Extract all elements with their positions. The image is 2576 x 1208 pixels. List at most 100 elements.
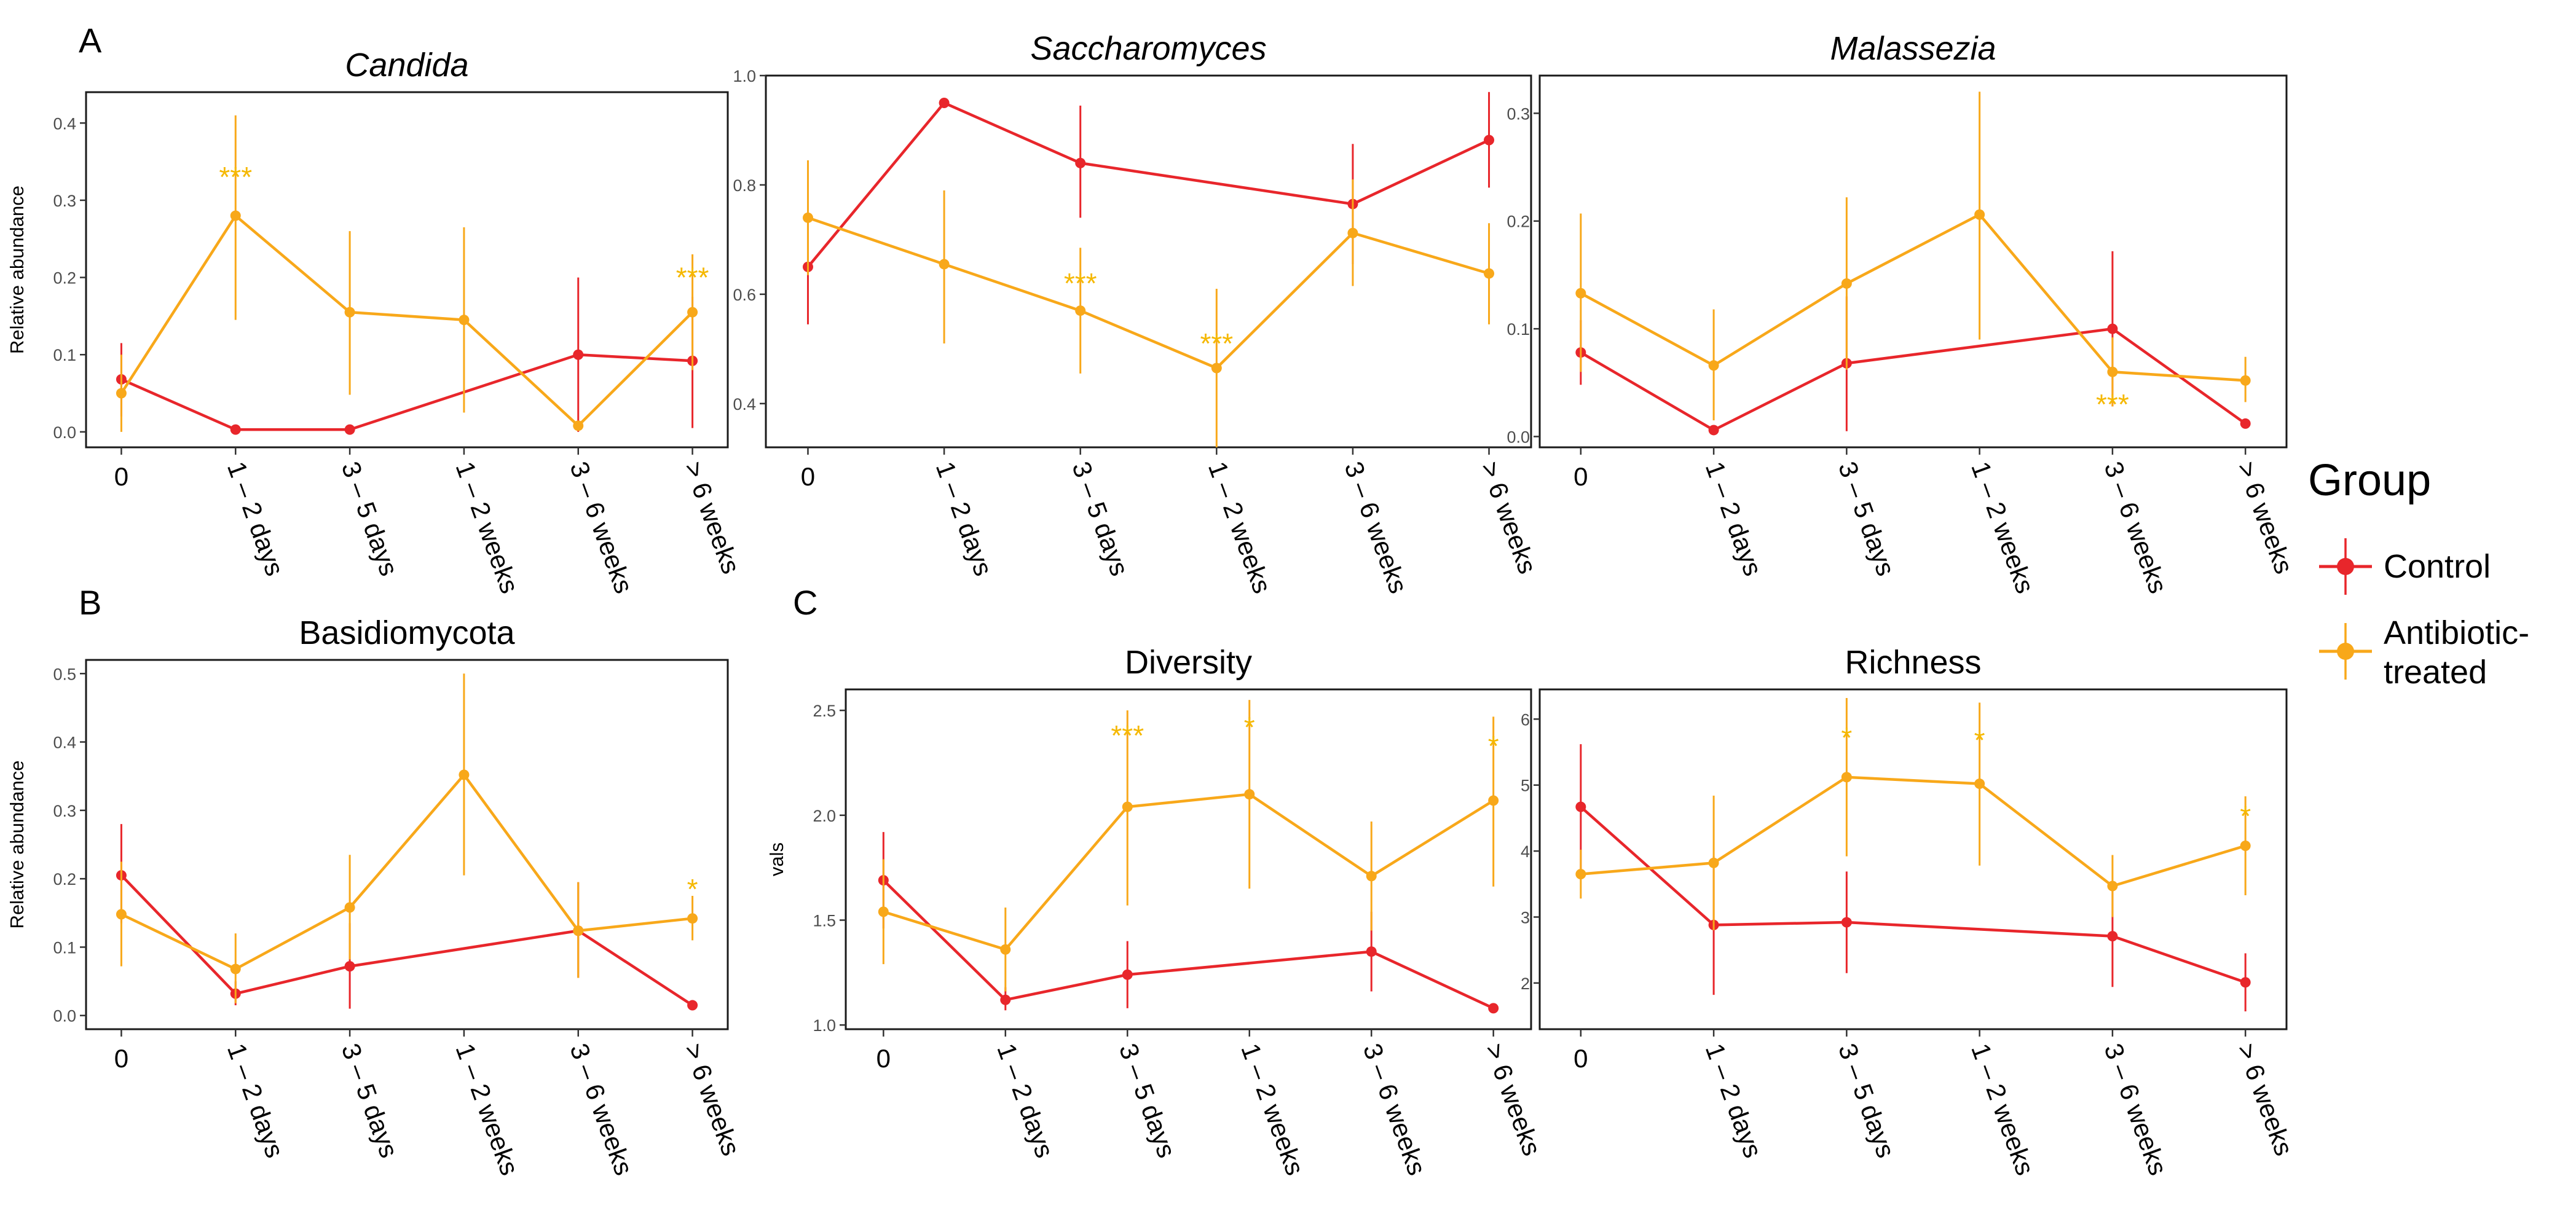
panel-richness: Richness 2 3 4 5 6 0 1 – 2 days 3 – 5 days 1 – 2 …	[1521, 644, 2299, 1179]
panel-letter-c: C	[793, 583, 817, 622]
significance-richness-1: *	[1974, 724, 1985, 756]
point-basidiomycota-control-2	[344, 961, 355, 972]
xtick-label-saccharomyces-3-6-weeks: 3 – 6 weeks	[1339, 458, 1413, 597]
point-richness-antibiotic-treated-1	[1708, 857, 1719, 868]
panel-basidiomycota: B Basidiomycota 0.0 0.1 0.2 0.3 0.4 0.5 Relative…	[6, 583, 746, 1179]
point-richness-control-4	[2107, 931, 2118, 942]
point-malassezia-antibiotic-treated-5	[2240, 375, 2251, 386]
point-candida-antibiotic-treated-3	[459, 315, 470, 326]
legend-label-line: treated	[2384, 654, 2487, 691]
legend-entry-control: Control	[2319, 538, 2491, 595]
legend-key-point	[2337, 558, 2354, 575]
significance-diversity-0: ***	[1111, 720, 1144, 751]
significance-basidiomycota-0: *	[687, 873, 698, 905]
xtick-label-malassezia-6-weeks: > 6 weeks	[2232, 458, 2299, 578]
point-basidiomycota-antibiotic-treated-5	[687, 913, 698, 924]
xtick-label-diversity-0: 0	[876, 1044, 891, 1073]
panel-title-richness: Richness	[1845, 644, 1981, 681]
ytick-label-diversity-2: 2.0	[813, 807, 836, 825]
point-candida-control-4	[573, 349, 584, 360]
point-diversity-antibiotic-treated-5	[1488, 795, 1499, 806]
series-basidiomycota-control	[116, 824, 698, 1011]
point-candida-control-2	[344, 424, 355, 435]
point-candida-antibiotic-treated-4	[573, 420, 584, 431]
xtick-label-saccharomyces-1-2-days: 1 – 2 days	[931, 458, 998, 579]
xtick-label-diversity-1-2-weeks: 1 – 2 weeks	[1235, 1040, 1310, 1179]
point-richness-antibiotic-treated-4	[2107, 881, 2118, 892]
xtick-label-diversity-3-6-weeks: 3 – 6 weeks	[1358, 1040, 1432, 1179]
panel-title-basidiomycota: Basidiomycota	[299, 614, 515, 651]
ytick-label-diversity-3: 2.5	[813, 702, 836, 720]
xtick-label-basidiomycota-3-6-weeks: 3 – 6 weeks	[564, 1040, 639, 1179]
ytick-label-malassezia-1: 0.1	[1507, 320, 1530, 339]
ytick-label-malassezia-3: 0.3	[1507, 104, 1530, 123]
series-diversity-control	[878, 832, 1499, 1014]
point-diversity-antibiotic-treated-3	[1244, 789, 1255, 800]
ytick-label-richness-0: 2	[1521, 975, 1530, 993]
point-saccharomyces-antibiotic-treated-4	[1347, 227, 1358, 238]
xtick-label-malassezia-0: 0	[1574, 462, 1588, 491]
series-line-basidiomycota-antibiotic-treated	[120, 773, 693, 971]
panel-title-candida: Candida	[345, 47, 468, 84]
panel-saccharomyces: Saccharomyces 0.4 0.6 0.8 1.0 0 1 – 2 days 3 – …	[733, 30, 1542, 597]
panel-malassezia: Malassezia 0.0 0.1 0.2 0.3 0 1 – 2 days 3 – 5 d…	[1507, 30, 2299, 597]
point-candida-antibiotic-treated-1	[230, 210, 241, 221]
xtick-label-diversity-1-2-days: 1 – 2 days	[991, 1040, 1059, 1161]
ytick-label-basidiomycota-5: 0.5	[53, 665, 76, 683]
xtick-label-richness-0: 0	[1574, 1044, 1588, 1073]
series-candida-control	[116, 277, 698, 435]
point-malassezia-antibiotic-treated-2	[1841, 278, 1852, 289]
point-richness-antibiotic-treated-0	[1575, 869, 1586, 880]
point-basidiomycota-antibiotic-treated-1	[230, 963, 241, 975]
significance-diversity-2: *	[1488, 730, 1499, 762]
series-line-candida-control	[120, 353, 693, 431]
series-line-richness-control	[1580, 806, 2246, 984]
point-saccharomyces-antibiotic-treated-0	[802, 212, 813, 223]
point-saccharomyces-antibiotic-treated-1	[939, 259, 950, 270]
xtick-label-candida-1-2-weeks: 1 – 2 weeks	[450, 458, 524, 597]
xtick-label-richness-3-6-weeks: 3 – 6 weeks	[2098, 1040, 2173, 1179]
ytick-label-malassezia-2: 0.2	[1507, 213, 1530, 231]
xtick-label-richness-3-5-days: 3 – 5 days	[1833, 1040, 1900, 1161]
ytick-label-saccharomyces-2: 0.8	[733, 176, 756, 195]
point-candida-antibiotic-treated-2	[344, 307, 355, 318]
panel-title-diversity: Diversity	[1125, 644, 1252, 681]
ytick-label-diversity-1: 1.5	[813, 911, 836, 930]
ytick-label-candida-2: 0.2	[53, 269, 76, 288]
point-saccharomyces-control-5	[1484, 135, 1495, 146]
point-saccharomyces-control-1	[939, 97, 950, 108]
plot-frame-saccharomyces	[765, 74, 1532, 449]
point-malassezia-antibiotic-treated-1	[1708, 360, 1719, 371]
ytick-label-basidiomycota-2: 0.2	[53, 870, 76, 888]
plot-frame-diversity	[845, 688, 1532, 1030]
xtick-label-basidiomycota-1-2-days: 1 – 2 days	[222, 1040, 290, 1161]
ytick-label-basidiomycota-0: 0.0	[53, 1007, 76, 1026]
point-diversity-antibiotic-treated-0	[878, 906, 889, 917]
plot-frame-malassezia	[1538, 74, 2288, 449]
point-malassezia-control-4	[2107, 323, 2118, 334]
series-line-saccharomyces-antibiotic-treated	[807, 216, 1490, 370]
legend-title: Group	[2308, 456, 2431, 505]
xtick-label-candida-1-2-days: 1 – 2 days	[222, 458, 290, 579]
point-diversity-control-4	[1366, 946, 1377, 957]
legend-entry-antibiotic-treated: Antibiotic-treated	[2319, 614, 2529, 691]
plot-frame-candida	[85, 91, 729, 449]
significance-richness-2: *	[2240, 800, 2251, 832]
plot-frame-basidiomycota	[85, 659, 729, 1030]
series-line-malassezia-antibiotic-treated	[1580, 213, 2246, 382]
significance-candida-0: ***	[219, 161, 252, 193]
point-saccharomyces-antibiotic-treated-2	[1075, 305, 1086, 316]
point-malassezia-antibiotic-treated-4	[2107, 366, 2118, 377]
xtick-label-malassezia-3-5-days: 3 – 5 days	[1833, 458, 1900, 579]
point-basidiomycota-antibiotic-treated-2	[344, 902, 355, 913]
point-diversity-antibiotic-treated-2	[1122, 801, 1133, 812]
ytick-label-richness-4: 6	[1521, 710, 1530, 729]
ylabel-candida: Relative abundance	[6, 186, 28, 354]
point-basidiomycota-antibiotic-treated-3	[459, 769, 470, 780]
point-malassezia-antibiotic-treated-0	[1575, 288, 1586, 299]
panel-title-malassezia: Malassezia	[1830, 30, 1996, 67]
panel-letter-a: A	[79, 21, 102, 60]
xtick-label-malassezia-1-2-weeks: 1 – 2 weeks	[1966, 458, 2040, 597]
ytick-label-saccharomyces-0: 0.4	[733, 395, 756, 414]
ytick-label-diversity-0: 1.0	[813, 1016, 836, 1035]
